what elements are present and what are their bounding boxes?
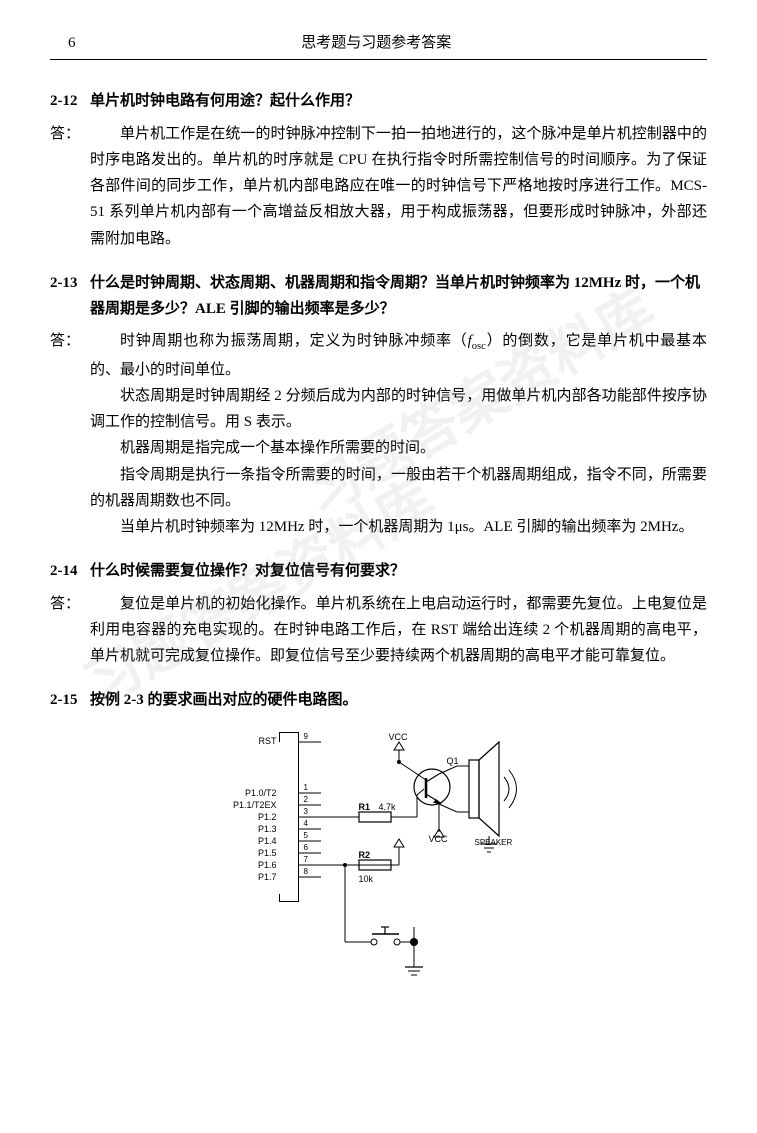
page-number: 6 bbox=[68, 30, 76, 56]
paragraph: 时钟周期也称为振荡周期，定义为时钟脉冲频率（fosc）的倒数，它是单片机中最基本… bbox=[90, 328, 707, 383]
paragraph: 机器周期是指完成一个基本操作所需要的时间。 bbox=[90, 435, 707, 461]
pin-label: P1.7 bbox=[258, 870, 277, 886]
circuit-diagram: RST 9 P1.0/T2 1 P1.1/T2EX 2 P1.2 3 P1.3 … bbox=[199, 732, 559, 1002]
question-number: 2-14 bbox=[50, 558, 90, 584]
paragraph: 状态周期是时钟周期经 2 分频后成为内部的时钟信号，用做单片机内部各功能部件按序… bbox=[90, 383, 707, 436]
resistor-label: R2 bbox=[359, 848, 371, 864]
section-2-13: 2-13 什么是时钟周期、状态周期、机器周期和指令周期？当单片机时钟频率为 12… bbox=[50, 270, 707, 541]
section-2-12: 2-12 单片机时钟电路有何用途？起什么作用？ 答： 单片机工作是在统一的时钟脉… bbox=[50, 88, 707, 252]
paragraph: 复位是单片机的初始化操作。单片机系统在上电启动运行时，都需要先复位。上电复位是利… bbox=[90, 591, 707, 670]
question-number: 2-13 bbox=[50, 270, 90, 323]
circuit-svg bbox=[199, 732, 559, 1002]
header-title: 思考题与习题参考答案 bbox=[76, 30, 678, 56]
question-text: 什么时候需要复位操作？对复位信号有何要求？ bbox=[90, 558, 707, 584]
page-header: 6 思考题与习题参考答案 bbox=[50, 30, 707, 60]
question-text: 什么是时钟周期、状态周期、机器周期和指令周期？当单片机时钟频率为 12MHz 时… bbox=[90, 270, 707, 323]
section-2-15: 2-15 按例 2-3 的要求画出对应的硬件电路图。 bbox=[50, 687, 707, 713]
answer-label: 答： bbox=[50, 328, 90, 540]
pin-number: 8 bbox=[304, 865, 308, 879]
answer-label: 答： bbox=[50, 591, 90, 670]
vcc-label: VCC bbox=[429, 832, 448, 848]
pin-label-rst: RST bbox=[259, 734, 277, 750]
paragraph: 单片机工作是在统一的时钟脉冲控制下一拍一拍地进行的，这个脉冲是单片机控制器中的时… bbox=[90, 121, 707, 252]
circuit-diagram-container: RST 9 P1.0/T2 1 P1.1/T2EX 2 P1.2 3 P1.3 … bbox=[50, 732, 707, 1002]
transistor-label: Q1 bbox=[447, 754, 459, 770]
resistor-label: R1 bbox=[359, 800, 371, 816]
question-text: 按例 2-3 的要求画出对应的硬件电路图。 bbox=[90, 687, 707, 713]
answer-body: 时钟周期也称为振荡周期，定义为时钟脉冲频率（fosc）的倒数，它是单片机中最基本… bbox=[90, 328, 707, 540]
vcc-label: VCC bbox=[389, 730, 408, 746]
resistor-value: 10k bbox=[359, 872, 374, 888]
speaker-label: SPEAKER bbox=[475, 836, 513, 850]
paragraph: 当单片机时钟频率为 12MHz 时，一个机器周期为 1μs。ALE 引脚的输出频… bbox=[90, 514, 707, 540]
answer-body: 复位是单片机的初始化操作。单片机系统在上电启动运行时，都需要先复位。上电复位是利… bbox=[90, 591, 707, 670]
answer-body: 单片机工作是在统一的时钟脉冲控制下一拍一拍地进行的，这个脉冲是单片机控制器中的时… bbox=[90, 121, 707, 252]
paragraph: 指令周期是执行一条指令所需要的时间，一般由若干个机器周期组成，指令不同，所需要的… bbox=[90, 462, 707, 515]
answer-label: 答： bbox=[50, 121, 90, 252]
pin-number: 9 bbox=[304, 730, 308, 744]
question-number: 2-12 bbox=[50, 88, 90, 114]
question-number: 2-15 bbox=[50, 687, 90, 713]
question-text: 单片机时钟电路有何用途？起什么作用？ bbox=[90, 88, 707, 114]
section-2-14: 2-14 什么时候需要复位操作？对复位信号有何要求？ 答： 复位是单片机的初始化… bbox=[50, 558, 707, 669]
resistor-value: 4.7k bbox=[379, 800, 396, 816]
